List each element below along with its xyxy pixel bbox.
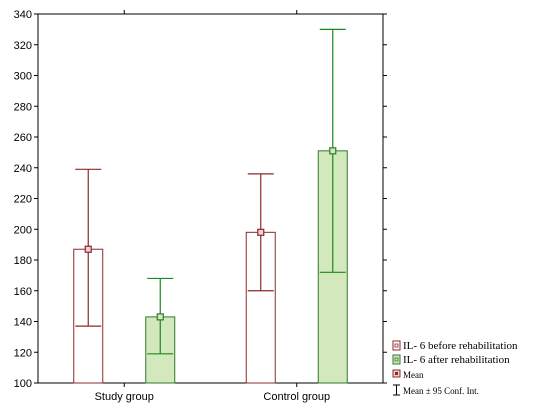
mean-marker: [257, 228, 265, 236]
y-tick-label: 180: [14, 255, 32, 267]
y-tick-label: 160: [14, 286, 32, 298]
legend-swatch-marker: [394, 343, 399, 348]
legend-label: IL- 6 before rehabilitation: [403, 340, 518, 352]
legend-label: Mean ± 95 Conf. Int.: [403, 386, 479, 396]
mean-marker: [329, 147, 337, 155]
mean-marker: [156, 313, 164, 321]
y-tick-label: 300: [14, 71, 32, 83]
y-tick-label: 100: [14, 378, 32, 390]
y-tick-label: 120: [14, 347, 32, 359]
category-label: Study group: [95, 391, 154, 403]
legend-swatch-marker: [394, 357, 399, 362]
y-tick-label: 200: [14, 224, 32, 236]
y-tick-label: 280: [14, 101, 32, 113]
legend-label: Mean: [403, 370, 424, 380]
y-tick-label: 340: [14, 9, 32, 21]
y-tick-label: 240: [14, 163, 32, 175]
legend-swatch: [392, 340, 401, 351]
legend-label: IL- 6 after rehabilitation: [403, 354, 510, 366]
plot-area: 100 120 140 160 180 200 220 240 260 280 300 320 340 S…: [14, 9, 387, 403]
legend: IL- 6 before rehabilitation IL- 6 after r…: [392, 340, 518, 396]
y-tick-label: 260: [14, 132, 32, 144]
y-tick-label: 320: [14, 40, 32, 52]
legend-swatch: [392, 354, 401, 365]
category-label: Control group: [263, 391, 330, 403]
y-tick-label: 140: [14, 317, 32, 329]
y-tick-label: 220: [14, 194, 32, 206]
mean-marker: [84, 245, 92, 253]
legend-mean-dot: [395, 372, 398, 375]
